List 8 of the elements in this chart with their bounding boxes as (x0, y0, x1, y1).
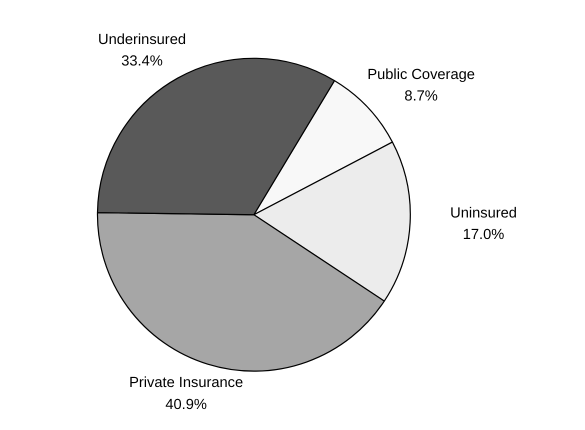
slice-label: Uninsured (450, 205, 517, 222)
data-label: 8.7% (404, 88, 438, 105)
data-label: 33.4% (121, 54, 163, 70)
slice-label: Private Insurance (129, 375, 244, 392)
slice-label: Underinsured (98, 32, 186, 48)
slice-label: Public Coverage (367, 67, 475, 84)
data-label: 17.0% (462, 227, 504, 244)
data-label: 40.9% (165, 396, 207, 413)
